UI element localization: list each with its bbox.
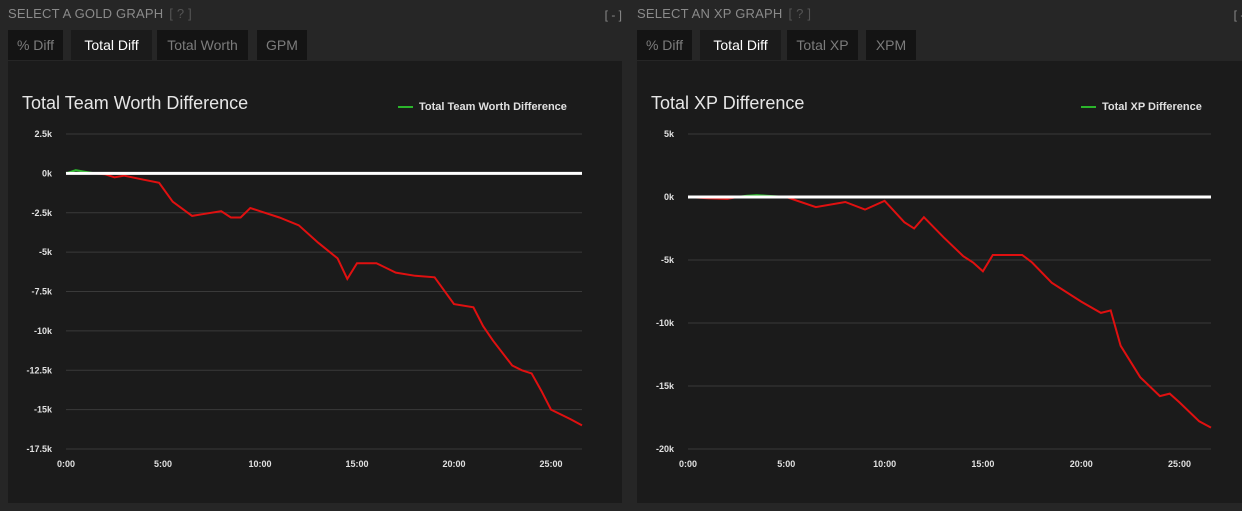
xp-section-title-text: SELECT AN XP GRAPH	[637, 6, 783, 21]
xp-xtick-label: 20:00	[1070, 459, 1093, 469]
gold-ytick-label: -12.5k	[26, 365, 53, 375]
xp-ytick-label: 0k	[664, 192, 675, 202]
legend-swatch-icon	[1081, 106, 1096, 108]
gold-line-chart: 2.5k 0k -2.5k -5k -7.5k -10k -12.5k -15k -17.5k 0…	[26, 129, 583, 469]
xp-xtick-label: 10:00	[873, 459, 896, 469]
gold-section-title-text: SELECT A GOLD GRAPH	[8, 6, 164, 21]
xp-ytick-label: -15k	[656, 381, 675, 391]
xp-chart-legend[interactable]: Total XP Difference	[1081, 101, 1202, 113]
xp-chart-title: Total XP Difference	[651, 93, 805, 113]
gold-xtick-label: 25:00	[539, 459, 562, 469]
xp-xtick-label: 0:00	[679, 459, 697, 469]
gold-series-line-positive	[65, 169, 106, 174]
gold-chart-area: Total Team Worth Difference Total Team W…	[8, 61, 622, 503]
xp-xtick-label: 5:00	[777, 459, 795, 469]
xp-legend-label: Total XP Difference	[1102, 101, 1202, 113]
gold-xtick-label: 5:00	[154, 459, 172, 469]
gold-tab-pct-diff[interactable]: % Diff	[8, 30, 63, 60]
gold-xtick-label: 0:00	[57, 459, 75, 469]
xp-tab-total-diff[interactable]: Total Diff	[700, 30, 781, 60]
xp-help-link[interactable]: [ ? ]	[788, 6, 812, 21]
xp-xtick-label: 25:00	[1168, 459, 1191, 469]
gold-series-line-negative	[65, 173, 583, 427]
gold-legend-label: Total Team Worth Difference	[419, 101, 567, 113]
xp-tab-total-xp[interactable]: Total XP	[787, 30, 858, 60]
xp-graph-panel: SELECT AN XP GRAPH [ ? ] [ - ] % Diff Tot…	[637, 0, 1242, 511]
gold-xtick-label: 15:00	[345, 459, 368, 469]
xp-line-chart: 5k 0k -5k -10k -15k -20k 0:00 5:00 10:00 15:00 20:…	[656, 129, 1212, 469]
gold-collapse-button[interactable]: [ - ]	[604, 8, 622, 22]
gold-ytick-label: -15k	[34, 405, 53, 415]
xp-tab-xpm[interactable]: XPM	[866, 30, 916, 60]
xp-series-line-negative	[687, 197, 1212, 429]
gold-ytick-label: -7.5k	[31, 287, 53, 297]
gold-ytick-label: 2.5k	[34, 129, 53, 139]
xp-xtick-label: 15:00	[971, 459, 994, 469]
xp-tab-pct-diff[interactable]: % Diff	[637, 30, 692, 60]
gold-panel-header: SELECT A GOLD GRAPH [ ? ] [ - ]	[8, 0, 622, 28]
xp-series-line-positive	[688, 194, 790, 197]
gold-chart-legend[interactable]: Total Team Worth Difference	[398, 101, 567, 113]
gold-chart-title: Total Team Worth Difference	[22, 93, 249, 113]
gold-graph-panel: SELECT A GOLD GRAPH [ ? ] [ - ] % Diff To…	[8, 0, 622, 511]
gold-ytick-label: 0k	[42, 168, 53, 178]
xp-ytick-label: -5k	[661, 255, 675, 265]
xp-ytick-label: -20k	[656, 444, 675, 454]
gold-section-title: SELECT A GOLD GRAPH [ ? ]	[8, 6, 192, 21]
xp-ytick-label: 5k	[664, 129, 675, 139]
legend-swatch-icon	[398, 106, 413, 108]
xp-collapse-button[interactable]: [ - ]	[1233, 8, 1242, 22]
xp-section-title: SELECT AN XP GRAPH [ ? ]	[637, 6, 811, 21]
gold-tab-total-diff[interactable]: Total Diff	[71, 30, 152, 60]
xp-ytick-label: -10k	[656, 318, 675, 328]
gold-ytick-label: -17.5k	[26, 444, 53, 454]
xp-chart-area: Total XP Difference Total XP Difference …	[637, 61, 1242, 503]
gold-help-link[interactable]: [ ? ]	[169, 6, 192, 21]
gold-ytick-label: -10k	[34, 326, 53, 336]
gold-tab-total-worth[interactable]: Total Worth	[157, 30, 248, 60]
xp-panel-header: SELECT AN XP GRAPH [ ? ] [ - ]	[637, 0, 1242, 28]
gold-ytick-label: -5k	[39, 247, 53, 257]
gold-ytick-label: -2.5k	[31, 208, 53, 218]
gold-xtick-label: 20:00	[442, 459, 465, 469]
gold-xtick-label: 10:00	[248, 459, 271, 469]
gold-tab-gpm[interactable]: GPM	[257, 30, 307, 60]
